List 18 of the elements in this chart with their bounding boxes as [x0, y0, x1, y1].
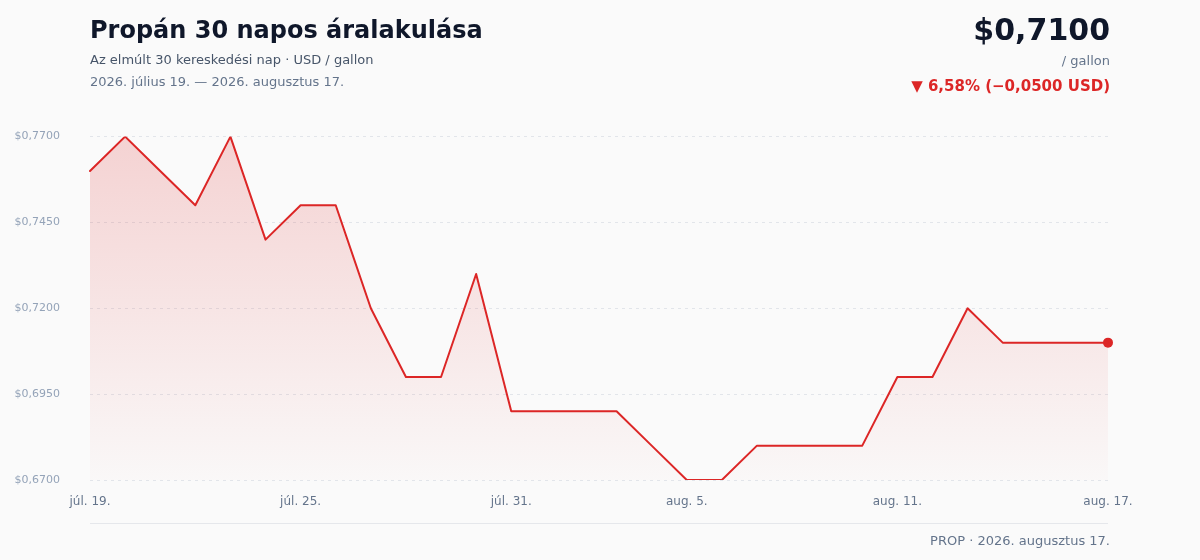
x-tick-label: aug. 17. [1083, 494, 1133, 509]
text: 2026. július 19. — 2026. augusztus 17. [90, 74, 345, 89]
text: ▼ 6,58% (−0,0500 USD) [911, 77, 1110, 95]
chart-title: Propán 30 napos áralakulása [90, 16, 483, 44]
x-tick-label: aug. 5. [665, 494, 708, 509]
y-tick-label: $0,6950 [14, 387, 60, 401]
y-tick-label: $0,7450 [14, 215, 60, 229]
y-tick-label: $0,7200 [14, 301, 60, 315]
text: / gallon [1061, 53, 1110, 68]
x-tick-label: aug. 11. [872, 494, 923, 509]
text: $0,7100 [973, 12, 1110, 47]
x-tick-label: júl. 19. [68, 494, 111, 509]
y-tick-label: $0,6700 [14, 472, 60, 486]
x-tick-label: júl. 25. [279, 494, 322, 509]
text: PROP · 2026. augusztus 17. [930, 533, 1110, 548]
x-tick-label: júl. 31. [489, 494, 532, 509]
y-tick-label: $0,7700 [14, 129, 60, 143]
chart-subtitle: Az elmúlt 30 kereskedési nap · USD / gallon [90, 52, 374, 67]
